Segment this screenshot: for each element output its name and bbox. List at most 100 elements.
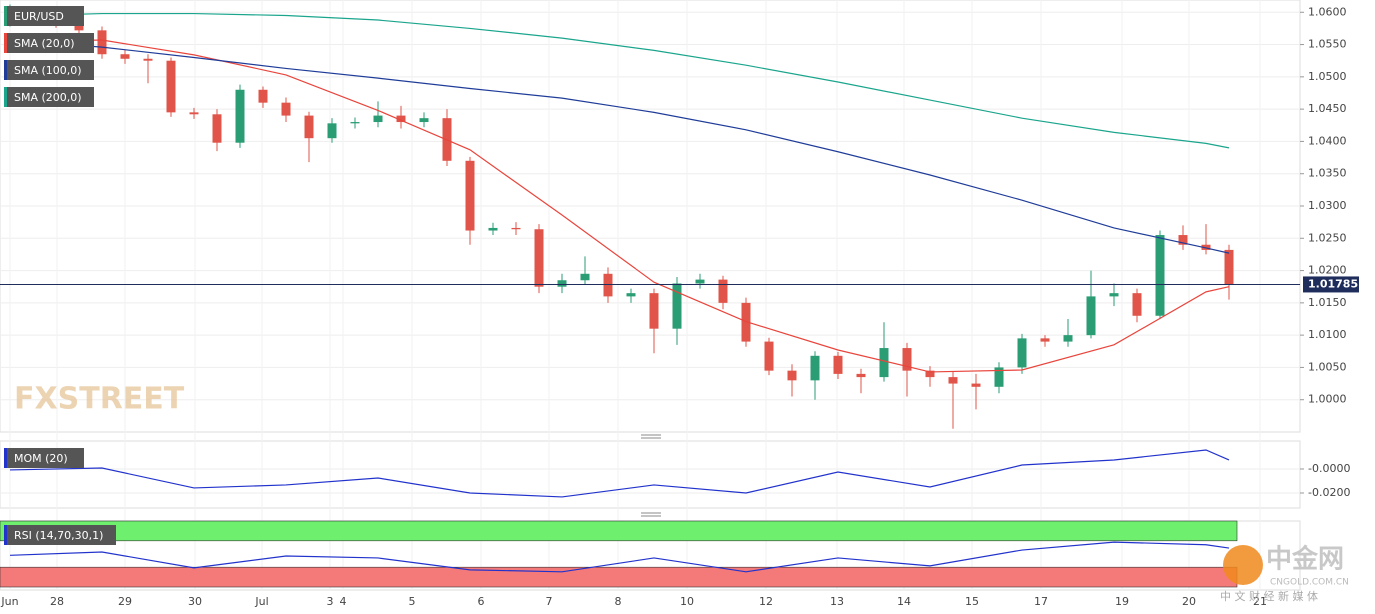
x-tick-label: 12	[759, 595, 773, 608]
legend: EUR/USD SMA (20,0) SMA (100,0) SMA (200,…	[4, 6, 116, 545]
legend-box	[4, 33, 94, 53]
candle-body	[787, 370, 797, 381]
x-tick-label: 6	[478, 595, 485, 608]
legend-box	[4, 87, 94, 107]
y-tick-label: 1.0250	[1308, 231, 1347, 244]
candle-body	[695, 279, 705, 284]
candle-body	[1017, 338, 1027, 368]
candle-body	[120, 54, 130, 59]
x-tick-label: 13	[830, 595, 844, 608]
x-tick-label: 8	[615, 595, 622, 608]
legend-box	[4, 448, 84, 468]
candle-body	[1155, 235, 1165, 316]
y-tick-label: 1.0400	[1308, 134, 1347, 147]
candle-body	[672, 283, 682, 329]
y-tick-label: 1.0000	[1308, 393, 1347, 406]
x-tick-label: 28	[50, 595, 64, 608]
legend-box	[4, 525, 116, 545]
price-panel	[0, 0, 1301, 433]
candle-body	[97, 30, 107, 55]
y-tick-label: -0.0000	[1308, 462, 1350, 475]
slogan: 中 文 财 经 新 媒 体	[1220, 589, 1318, 603]
x-tick-label: 19	[1115, 595, 1129, 608]
y-tick-label: 1.0100	[1308, 328, 1347, 341]
candle-body	[1109, 293, 1119, 297]
candle-body	[649, 293, 659, 329]
mom-panel	[0, 440, 1301, 509]
y-tick-label: 1.0500	[1308, 70, 1347, 83]
y-tick-label: 1.0150	[1308, 296, 1347, 309]
candle-body	[1086, 296, 1096, 336]
candle-body	[879, 348, 889, 378]
candle-body	[603, 273, 613, 297]
last-price-box	[1303, 276, 1359, 293]
candle-body	[626, 293, 636, 297]
y-tick-label: 1.0550	[1308, 38, 1347, 51]
legend-swatch	[4, 448, 7, 468]
candle-body	[1063, 335, 1073, 342]
legend-label: RSI (14,70,30,1)	[14, 529, 103, 542]
legend-swatch	[4, 6, 7, 26]
x-tick-label: 29	[118, 595, 132, 608]
x-tick-label: 15	[965, 595, 979, 608]
legend-label: SMA (100,0)	[14, 64, 82, 77]
y-tick-label: 1.0600	[1308, 5, 1347, 18]
legend-label: SMA (200,0)	[14, 91, 82, 104]
y-tick-label: -0.0200	[1308, 486, 1350, 499]
y-tick-label: 1.0300	[1308, 199, 1347, 212]
x-tick-label: 17	[1034, 595, 1048, 608]
candle-body	[189, 112, 199, 115]
candle-body	[580, 273, 590, 281]
candle-body	[1201, 244, 1211, 250]
candle-body	[258, 89, 268, 103]
cngold-watermark: 中金网 CNGOLD.COM.CN 中 文 财 经 新 媒 体	[1220, 544, 1349, 604]
oversold-band	[0, 566, 1238, 588]
candle-body	[833, 355, 843, 374]
x-tick-label: 5	[409, 595, 416, 608]
legend-swatch	[4, 33, 7, 53]
candle-body	[373, 115, 383, 123]
legend-swatch	[4, 87, 7, 107]
candle-body	[212, 114, 222, 143]
candle-body	[419, 118, 429, 123]
line-series	[9, 541, 1230, 573]
legend-box	[4, 6, 84, 26]
legend-box	[4, 60, 94, 80]
brand: 中金网	[1266, 544, 1344, 575]
candle-body	[396, 115, 406, 123]
candle-body	[235, 89, 245, 143]
legend-label: MOM (20)	[14, 452, 68, 465]
legend-swatch	[4, 525, 7, 545]
candle-body	[557, 280, 567, 287]
candle-body	[764, 341, 774, 371]
fxstreet-watermark: FXSTREET	[14, 382, 185, 417]
y-tick-label: 1.0050	[1308, 360, 1347, 373]
legend-swatch	[4, 60, 7, 80]
candle-body	[166, 60, 176, 113]
x-tick-label: 30	[188, 595, 202, 608]
x-tick-label: 3	[327, 595, 334, 608]
line-series	[9, 12, 1230, 149]
candle-body	[971, 383, 981, 387]
x-tick-label: 14	[897, 595, 911, 608]
candle-body	[925, 370, 935, 378]
y-tick-label: 1.0450	[1308, 102, 1347, 115]
candle-body	[718, 279, 728, 303]
candle-body	[1132, 293, 1142, 316]
candle-body	[534, 229, 544, 287]
x-tick-label: Jul	[254, 595, 268, 608]
logo	[1223, 545, 1263, 585]
candle-body	[350, 122, 360, 124]
candle-body	[304, 115, 314, 139]
candle-body	[465, 160, 475, 231]
candle-body	[143, 58, 153, 61]
candle-body	[902, 348, 912, 371]
candle-body	[994, 367, 1004, 387]
candle-body	[74, 21, 84, 31]
y-tick-label: 1.0350	[1308, 167, 1347, 180]
x-tick-label: Jun	[0, 595, 18, 608]
candle-body	[1224, 249, 1234, 285]
candle-body	[948, 377, 958, 384]
candle-body	[1178, 235, 1188, 245]
